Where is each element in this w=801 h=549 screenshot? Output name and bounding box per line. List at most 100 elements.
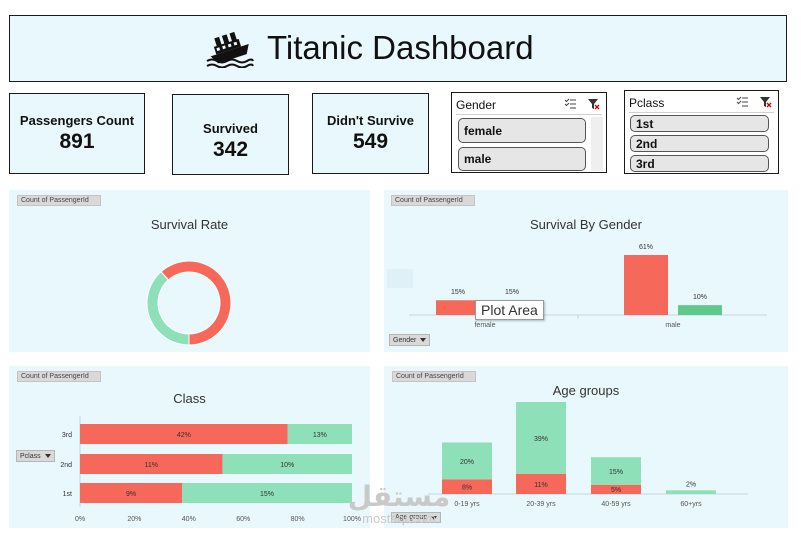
data-label: 15% [609,469,623,476]
survival-gender-chart[interactable]: 15% 15% female 61% 10% male [384,190,788,340]
filter-label: Age group [395,514,428,521]
bar-segment [287,424,352,444]
title-group: Titanic Dashboard [205,28,534,68]
chart-title: Class [173,391,206,406]
sinking-ship-icon [206,31,254,68]
donut-slice [160,260,232,346]
kpi-label: Didn't Survive [327,113,414,128]
clear-filter-icon[interactable] [587,98,600,110]
data-label: 15% [451,289,465,296]
slicer-header: Gender [456,95,602,115]
bar [678,305,722,315]
slicer-header: Pclass [629,93,774,113]
survival-donut-chart[interactable] [137,251,241,355]
x-tick-label: 100% [343,516,361,523]
bar-segment [80,424,288,444]
category-label: 60+yrs [680,501,702,508]
data-label: 8% [462,485,472,492]
bar-segment [182,483,352,503]
multi-select-icon[interactable] [736,96,749,108]
bar-segment [666,490,716,494]
watermark: مستقل mostaql.com [344,480,454,526]
data-label: 10% [280,462,294,469]
data-label: 2% [686,481,696,488]
age-group-filter-button[interactable]: Age group [391,512,442,523]
data-label: 5% [611,487,621,494]
survival-rate-panel: Count of PassengerId Survival Rate [9,190,370,352]
slicer-title: Gender [456,97,497,112]
donut-slice [146,270,190,346]
data-label: 39% [534,436,548,443]
pclass-slicer: Pclass 1st 2nd 3rd [624,90,779,174]
watermark-url: mostaql.com [362,511,436,526]
page-title: Titanic Dashboard [267,29,534,66]
watermark-arabic: مستقل [347,480,451,513]
field-button[interactable]: Count of PassengerId [392,371,476,382]
field-button[interactable]: Count of PassengerId [17,195,101,206]
bar-segment [222,454,352,474]
data-label: 42% [177,432,191,439]
kpi-value: 342 [212,138,249,161]
dropdown-arrow-icon [420,338,427,342]
data-label: 20% [460,459,474,466]
survival-gender-panel: Count of PassengerId Survival By Gender … [384,190,788,352]
bar-segment [80,454,223,474]
slicer-scrollbar[interactable] [591,117,603,171]
gender-slicer: Gender female male [451,92,607,173]
x-tick-label: 40% [182,516,196,523]
bar [624,255,668,315]
field-button[interactable]: Count of PassengerId [391,195,475,206]
data-label: 10% [693,294,707,301]
bar-segment [591,484,641,494]
age-groups-panel: Count of PassengerId Age groups 8% 20% 0-1… [384,366,788,528]
slicer-item-female[interactable]: female [458,118,586,143]
kpi-label: Passengers Count [19,113,135,128]
x-tick-label: 0% [75,516,85,523]
category-label: 40-59 yrs [601,501,631,508]
multi-select-icon[interactable] [564,98,577,110]
data-label: 61% [639,244,653,251]
slicer-item-1st[interactable]: 1st [630,115,769,132]
kpi-passengers-count: Passengers Count 891 [9,93,145,174]
kpi-value: 891 [59,130,95,153]
age-groups-chart[interactable]: 8% 20% 0-19 yrs 11% 39% 20-39 yrs 5% 15% 40-59 y… [384,366,788,528]
clear-filter-icon[interactable] [759,96,772,108]
slicer-title: Pclass [629,95,665,110]
category-label: 3rd [62,432,72,439]
category-label: 1st [63,491,72,498]
data-label: 11% [144,462,158,469]
bar-segment [516,473,566,494]
bar-segment [80,483,182,503]
legend-placeholder [387,269,413,288]
class-chart[interactable]: 0% 20% 40% 60% 80% 100% 42% 13% 3rd 11% 10% 2nd 9% 15… [9,366,370,528]
filter-label: Gender [393,336,417,344]
bar-segment [516,402,566,474]
dropdown-arrow-icon [44,454,51,458]
category-label: 2nd [60,462,72,469]
kpi-survived: Survived 342 [172,94,289,175]
data-label: 15% [260,491,274,498]
bar-segment [442,442,492,480]
x-tick-label: 20% [127,516,141,523]
slicer-item-2nd[interactable]: 2nd [630,135,769,152]
category-label: 20-39 yrs [526,501,556,508]
class-panel: Count of PassengerId Class Pclass 0% 20% 4… [9,366,370,528]
kpi-value: 549 [352,130,389,153]
plot-area-tooltip: Plot Area [475,300,544,320]
x-tick-label: 60% [236,516,250,523]
data-label: 9% [126,491,136,498]
field-button[interactable]: Count of PassengerId [17,371,101,382]
slicer-item-3rd[interactable]: 3rd [630,155,769,172]
chart-title: Survival By Gender [530,217,642,232]
gender-filter-button[interactable]: Gender [389,334,431,346]
category-label: male [665,322,680,329]
slicer-item-male[interactable]: male [458,147,586,171]
pclass-filter-button[interactable]: Pclass [16,450,55,462]
chart-title: Survival Rate [150,217,229,232]
bar-segment [591,457,641,485]
bar-segment [442,479,492,494]
data-label: 11% [534,482,548,489]
dropdown-arrow-icon [431,515,438,520]
chart-title: Age groups [552,383,620,398]
category-label: 0-19 yrs [454,501,480,508]
